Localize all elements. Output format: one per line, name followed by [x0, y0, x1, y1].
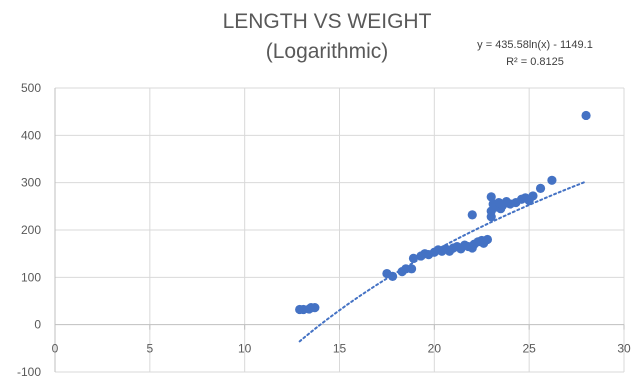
- y-tick-label: 400: [21, 128, 41, 142]
- x-tick-label: 30: [617, 342, 631, 356]
- data-point: [408, 253, 419, 263]
- trendline: [298, 180, 588, 343]
- y-tick-label: 500: [21, 81, 41, 95]
- data-points: [295, 110, 591, 315]
- chart-title-line-2: (Logarithmic): [266, 40, 389, 63]
- trendline-equation: y = 435.58ln(x) - 1149.1: [477, 39, 593, 51]
- y-tick-label: 100: [21, 270, 41, 284]
- gridlines: [55, 87, 625, 373]
- data-point: [547, 175, 557, 185]
- tick-labels: -100 0 100 200 300 400 500 0 5 10 15 20 25 30: [17, 81, 631, 377]
- x-tick-label: 0: [52, 342, 59, 356]
- data-point: [467, 210, 477, 220]
- x-tick-label: 25: [522, 342, 536, 356]
- y-tick-label: 0: [34, 318, 41, 332]
- data-point: [528, 191, 538, 201]
- y-tick-label: 200: [21, 223, 41, 237]
- data-point: [482, 234, 493, 245]
- y-tick-label: -100: [17, 365, 41, 377]
- x-tick-label: 5: [146, 342, 153, 356]
- data-point: [406, 264, 417, 274]
- data-point: [310, 303, 320, 313]
- trendline-layer: [298, 180, 588, 343]
- x-tick-label: 10: [238, 342, 252, 356]
- data-point: [535, 183, 546, 193]
- trendline-r-squared: R² = 0.8125: [506, 56, 564, 68]
- data-point: [388, 271, 398, 281]
- data-point: [581, 110, 591, 121]
- x-tick-label: 15: [333, 342, 347, 356]
- x-tick-label: 20: [428, 342, 442, 356]
- chart-title-line-1: LENGTH VS WEIGHT: [223, 10, 432, 33]
- axes: [54, 88, 625, 372]
- y-tick-label: 300: [21, 176, 41, 190]
- data-point: [486, 192, 496, 202]
